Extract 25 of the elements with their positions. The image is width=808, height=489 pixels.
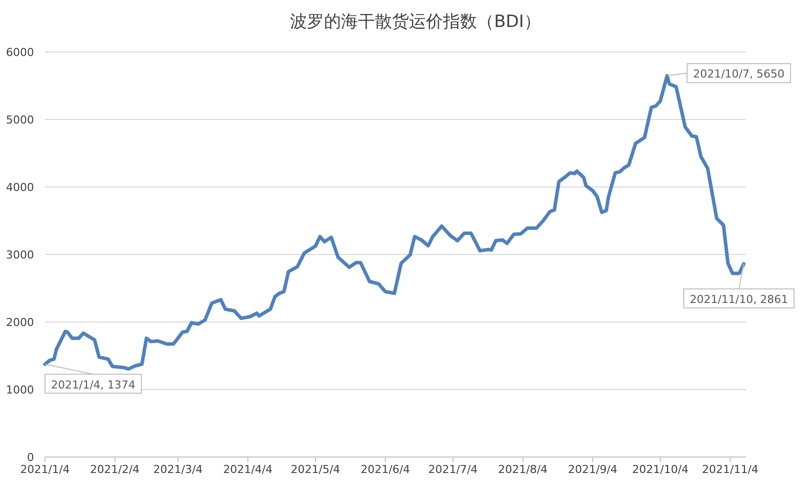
x-tick-label: 2021/10/4 xyxy=(632,463,689,476)
y-tick-label: 3000 xyxy=(6,248,34,262)
y-tick-label: 2000 xyxy=(6,316,34,329)
y-tick-label: 0 xyxy=(27,451,34,464)
annotation: 2021/10/7, 5650 xyxy=(693,68,784,81)
annotation: 2021/11/10, 2861 xyxy=(690,292,788,306)
annotation-callout: 2021/11/10, 2861 xyxy=(683,263,795,308)
x-tick-label: 2021/2/4 xyxy=(90,463,140,476)
annotation: 2021/1/4, 1374 xyxy=(51,378,136,392)
y-tick-label: 6000 xyxy=(6,46,34,59)
x-tick-label: 2021/11/4 xyxy=(702,463,758,476)
y-tick-label: 1000 xyxy=(6,384,34,396)
y-tick-label: 4000 xyxy=(6,181,34,194)
x-tick-label: 2021/8/4 xyxy=(498,463,548,476)
x-tick-label: 2021/6/4 xyxy=(360,463,410,476)
x-tick-label: 2021/3/4 xyxy=(153,463,203,476)
x-tick-label: 2021/5/4 xyxy=(290,463,340,476)
x-tick-label: 2021/1/4 xyxy=(20,463,70,476)
chart-title: 波罗的海干散货运价指数（BDI） xyxy=(290,12,541,32)
annotation-callout: 2021/10/7, 5650 xyxy=(666,63,791,84)
annotation-callout: 2021/1/4, 1374 xyxy=(44,364,142,394)
y-tick-label: 5000 xyxy=(6,114,34,126)
x-tick-label: 2021/4/4 xyxy=(223,463,273,476)
x-tick-label: 2021/9/4 xyxy=(568,463,618,476)
x-tick-label: 2021/7/4 xyxy=(428,463,478,476)
